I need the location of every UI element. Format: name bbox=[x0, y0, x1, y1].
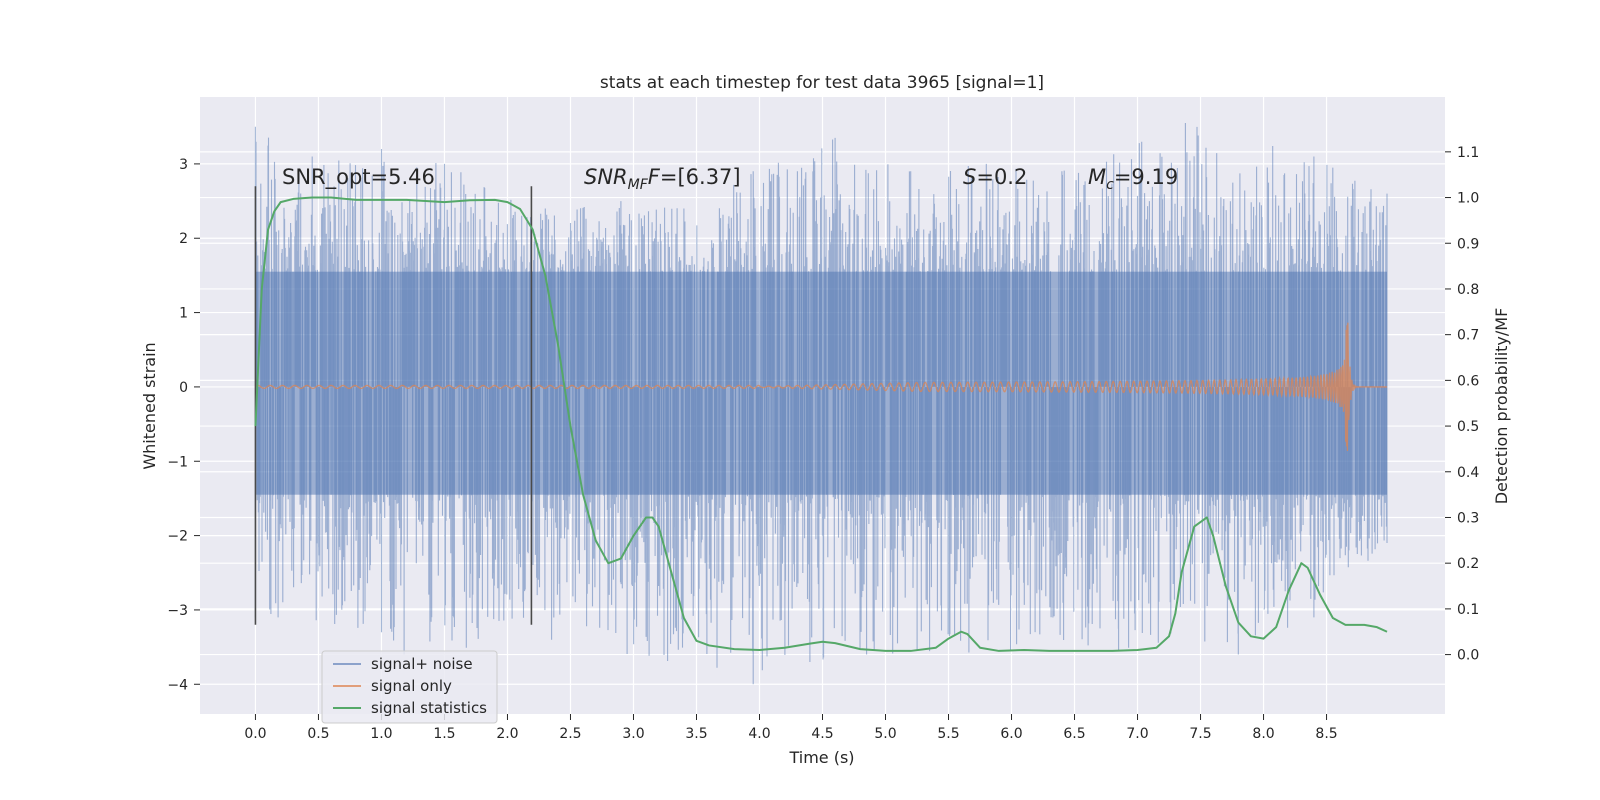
signal-only-series bbox=[255, 322, 1388, 451]
x-axis-title: Time (s) bbox=[788, 748, 854, 767]
y-axis-title: Whitened strain bbox=[140, 342, 159, 469]
x-tick-label: 2.5 bbox=[559, 726, 581, 742]
y2-axis-ticks: 0.0 0.1 0.2 0.3 0.4 0.5 0.6 0.7 0.8 0.9 1.0 1.1 bbox=[1445, 145, 1479, 664]
y-tick-label: −1 bbox=[167, 454, 188, 470]
x-tick-label: 7.5 bbox=[1189, 726, 1211, 742]
chart-title: stats at each timestep for test data 396… bbox=[600, 73, 1044, 93]
x-tick-label: 1.5 bbox=[433, 726, 455, 742]
x-tick-label: 8.5 bbox=[1315, 726, 1337, 742]
y2-tick-label: 1.0 bbox=[1457, 191, 1479, 207]
y-tick-label: 3 bbox=[179, 157, 188, 173]
annotation-mc: Mc=9.19 bbox=[1088, 165, 1178, 193]
y-tick-label: −4 bbox=[167, 677, 188, 693]
signal-statistics-series bbox=[254, 196, 1388, 652]
y2-tick-label: 0.1 bbox=[1457, 602, 1479, 618]
legend-box bbox=[321, 650, 498, 724]
annotation-snr-mf-base: SNR bbox=[584, 165, 628, 189]
y-tick-label: 0 bbox=[179, 380, 188, 396]
x-tick-label: 3.5 bbox=[685, 726, 707, 742]
y-axis-ticks: −4 −3 −2 −1 0 1 2 3 bbox=[167, 157, 200, 693]
x-tick-label: 4.5 bbox=[811, 726, 833, 742]
annotation-snr-mf: SNRMFF=[6.37] bbox=[584, 165, 741, 193]
x-tick-label: 8.0 bbox=[1252, 726, 1274, 742]
x-tick-label: 5.0 bbox=[874, 726, 896, 742]
x-tick-label: 5.5 bbox=[937, 726, 959, 742]
annotation-snr-mf-value: =[6.37] bbox=[660, 165, 741, 189]
legend-label-signal-statistics: signal statistics bbox=[371, 699, 487, 717]
x-tick-label: 0.0 bbox=[244, 726, 266, 742]
x-tick-label: 4.0 bbox=[748, 726, 770, 742]
annotation-s: S=0.2 bbox=[963, 165, 1027, 189]
annotation-mc-base: M bbox=[1088, 165, 1106, 189]
y2-tick-label: 0.9 bbox=[1457, 236, 1479, 252]
legend-label-signal-only: signal only bbox=[371, 677, 452, 695]
x-tick-label: 6.5 bbox=[1063, 726, 1085, 742]
y2-tick-label: 0.5 bbox=[1457, 419, 1479, 435]
legend: signal+ noise signal only signal statist… bbox=[321, 650, 498, 724]
signal-statistics-line bbox=[254, 196, 1388, 652]
x-tick-label: 1.0 bbox=[370, 726, 392, 742]
x-tick-label: 2.0 bbox=[496, 726, 518, 742]
y-tick-label: 2 bbox=[179, 231, 188, 247]
annotation-mc-sub: c bbox=[1106, 177, 1114, 193]
y2-tick-label: 0.8 bbox=[1457, 282, 1479, 298]
y2-tick-label: 0.4 bbox=[1457, 465, 1479, 481]
y2-tick-label: 0.0 bbox=[1457, 648, 1479, 664]
x-axis-ticks: 0.0 0.5 1.0 1.5 2.0 2.5 3.0 3.5 4.0 4.5 5.0 5.5 6.0 6… bbox=[244, 714, 1338, 742]
y2-tick-label: 0.3 bbox=[1457, 510, 1479, 526]
y2-tick-label: 0.7 bbox=[1457, 328, 1479, 344]
y-tick-label: 1 bbox=[179, 306, 188, 322]
y2-axis-title: Detection probability/MF bbox=[1492, 308, 1511, 505]
y2-tick-label: 1.1 bbox=[1457, 145, 1479, 161]
x-tick-label: 3.0 bbox=[622, 726, 644, 742]
data-layer bbox=[254, 123, 1388, 685]
annotation-s-base: S bbox=[963, 165, 976, 189]
y2-tick-label: 0.6 bbox=[1457, 373, 1479, 389]
annotation-snr-opt: SNR_opt=5.46 bbox=[282, 165, 435, 190]
y-tick-label: −3 bbox=[167, 603, 188, 619]
annotation-mc-value: =9.19 bbox=[1114, 165, 1178, 189]
annotation-snr-mf-f: F bbox=[648, 165, 661, 189]
legend-label-signal-noise: signal+ noise bbox=[371, 655, 473, 673]
annotation-snr-mf-sub: MF bbox=[628, 177, 649, 193]
annotation-s-value: =0.2 bbox=[976, 165, 1027, 189]
y2-tick-label: 0.2 bbox=[1457, 556, 1479, 572]
x-tick-label: 6.0 bbox=[1000, 726, 1022, 742]
signal-only-line bbox=[255, 322, 1388, 451]
x-tick-label: 0.5 bbox=[307, 726, 329, 742]
y-tick-label: −2 bbox=[167, 529, 188, 545]
x-tick-label: 7.0 bbox=[1126, 726, 1148, 742]
